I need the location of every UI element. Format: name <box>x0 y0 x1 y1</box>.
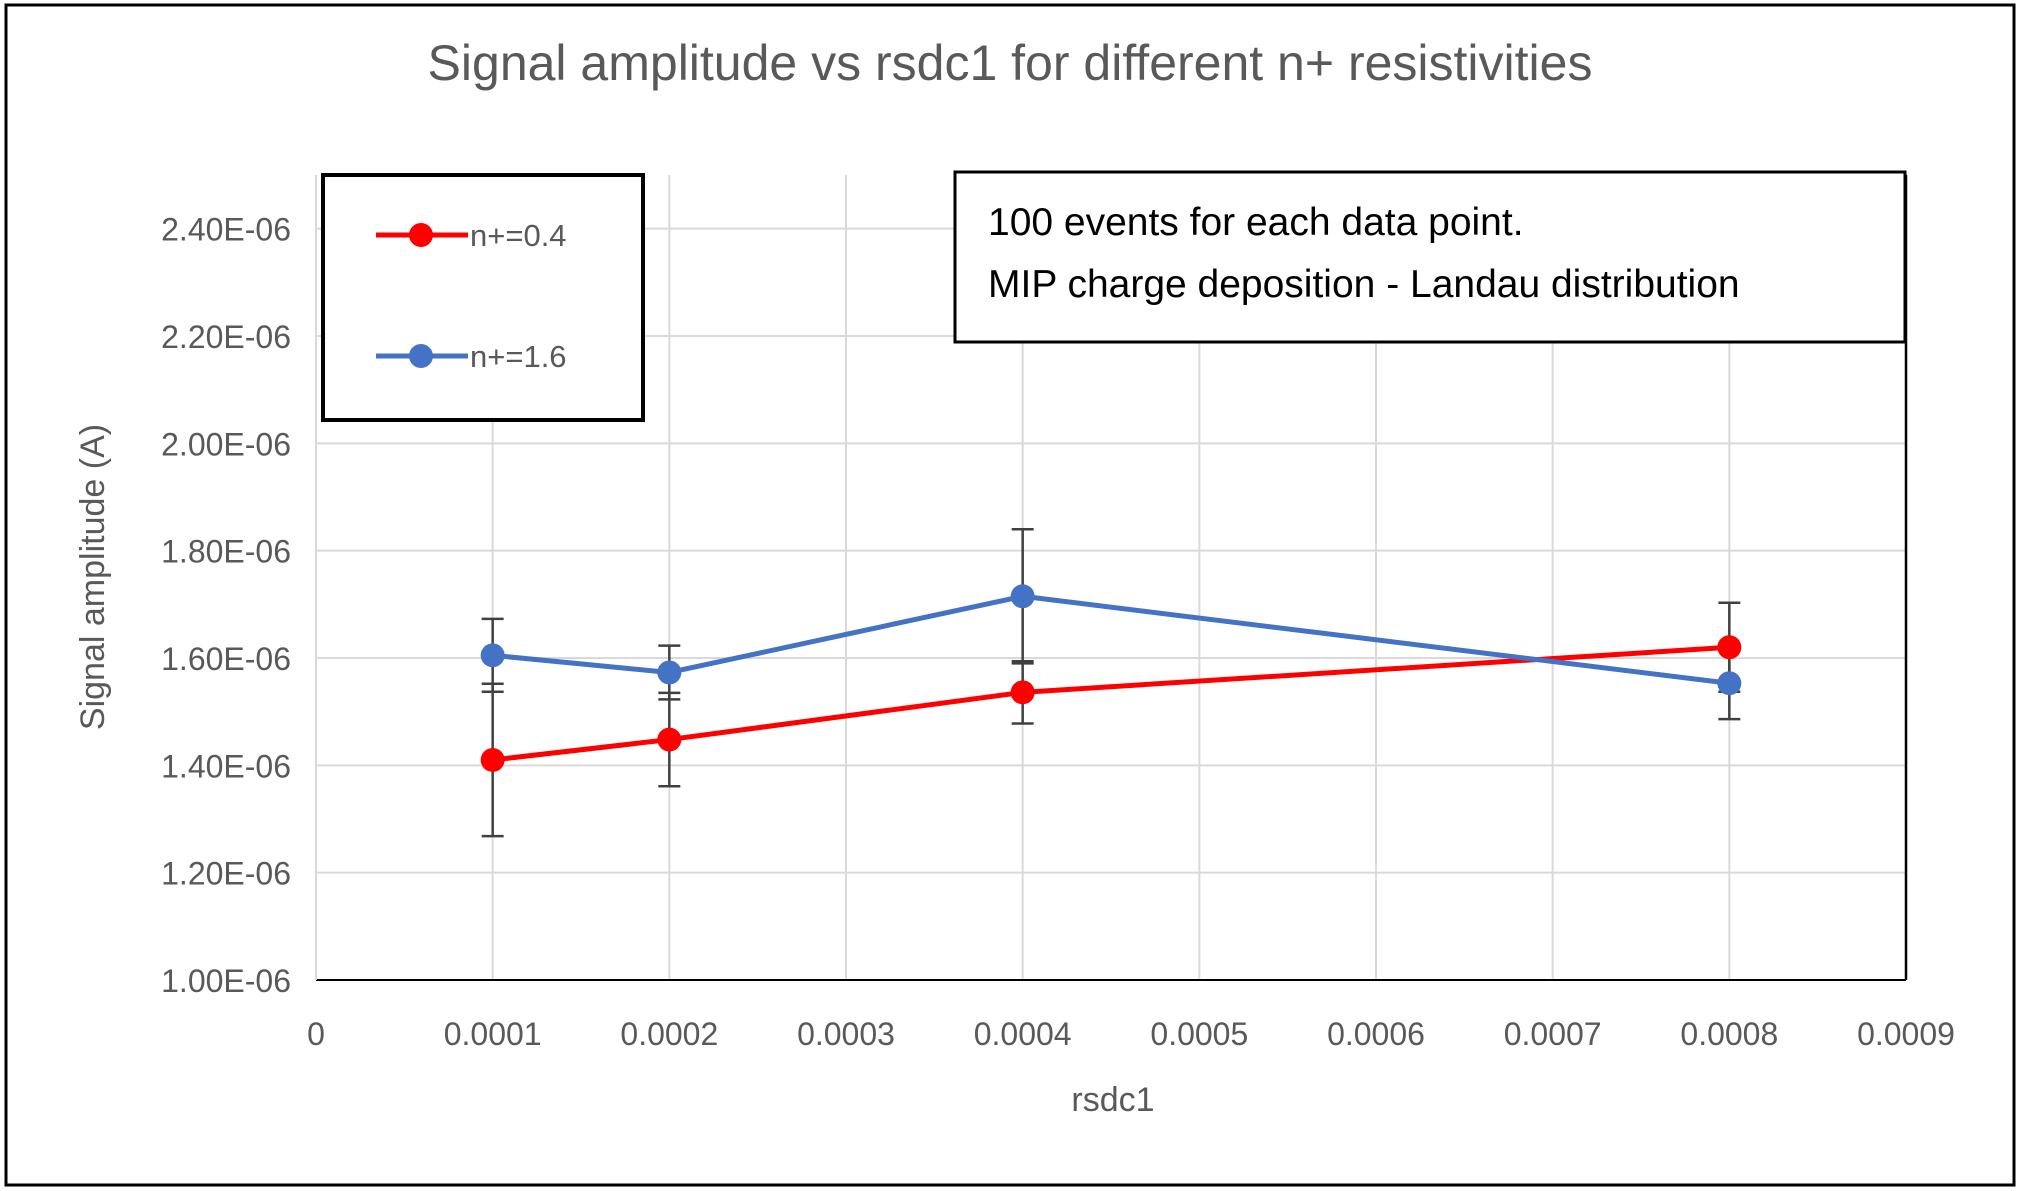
y-tick-label: 1.40E-06 <box>161 748 291 784</box>
annotation-box <box>953 170 1907 344</box>
y-tick-label: 2.20E-06 <box>161 319 291 355</box>
y-tick-label: 1.80E-06 <box>161 534 291 570</box>
data-point <box>1717 671 1742 696</box>
series-line-1 <box>492 593 1730 686</box>
data-point <box>1717 635 1742 660</box>
x-tick-label: 0 <box>307 1016 325 1052</box>
x-axis-label: rsdc1 <box>1071 1081 1154 1119</box>
y-tick-label: 2.40E-06 <box>161 212 291 248</box>
data-point <box>1010 680 1035 705</box>
x-tick-label: 0.0006 <box>1327 1016 1425 1052</box>
annotation-line-1: 100 events for each data point. <box>988 201 1524 244</box>
annotation: 100 events for each data point. MIP char… <box>953 170 1907 344</box>
y-tick-label: 1.60E-06 <box>161 641 291 677</box>
data-point <box>480 643 505 668</box>
x-tick-label: 0.0007 <box>1504 1016 1602 1052</box>
y-tick-labels: 1.00E-06 1.20E-06 1.40E-06 1.60E-06 1.80E-06… <box>161 212 291 999</box>
y-tick-label: 1.20E-06 <box>161 856 291 892</box>
chart-title: Signal amplitude vs rsdc1 for different … <box>428 35 1593 91</box>
legend-marker-n04 <box>409 223 433 247</box>
x-tick-label: 0.0009 <box>1857 1016 1955 1052</box>
series-lines <box>492 593 1730 763</box>
data-point <box>657 660 682 685</box>
series-points <box>480 584 1742 772</box>
x-tick-label: 0.0001 <box>444 1016 542 1052</box>
y-tick-label: 2.00E-06 <box>161 426 291 462</box>
x-tick-label: 0.0005 <box>1150 1016 1248 1052</box>
x-tick-label: 0.0002 <box>620 1016 718 1052</box>
legend-item-n16: n+=1.6 <box>376 339 567 374</box>
x-tick-labels: 0 0.0001 0.0002 0.0003 0.0004 0.0005 0.0006 0.0… <box>307 1016 1955 1052</box>
legend-item-n04: n+=0.4 <box>376 218 567 253</box>
annotation-line-2: MIP charge deposition - Landau distribut… <box>988 263 1740 306</box>
x-tick-label: 0.0003 <box>797 1016 895 1052</box>
y-axis-label: Signal amplitude (A) <box>74 424 112 730</box>
data-point <box>657 727 682 752</box>
y-tick-label: 1.00E-06 <box>161 963 291 999</box>
data-point <box>1010 584 1035 609</box>
legend-box <box>321 173 645 422</box>
legend-label-n16: n+=1.6 <box>470 339 567 374</box>
series-line-0 <box>492 644 1730 763</box>
legend-marker-n16 <box>409 344 433 368</box>
legend-label-n04: n+=0.4 <box>470 218 567 253</box>
x-tick-label: 0.0004 <box>974 1016 1072 1052</box>
x-tick-label: 0.0008 <box>1680 1016 1778 1052</box>
legend: n+=0.4 n+=1.6 <box>321 173 645 422</box>
data-point <box>480 747 505 772</box>
